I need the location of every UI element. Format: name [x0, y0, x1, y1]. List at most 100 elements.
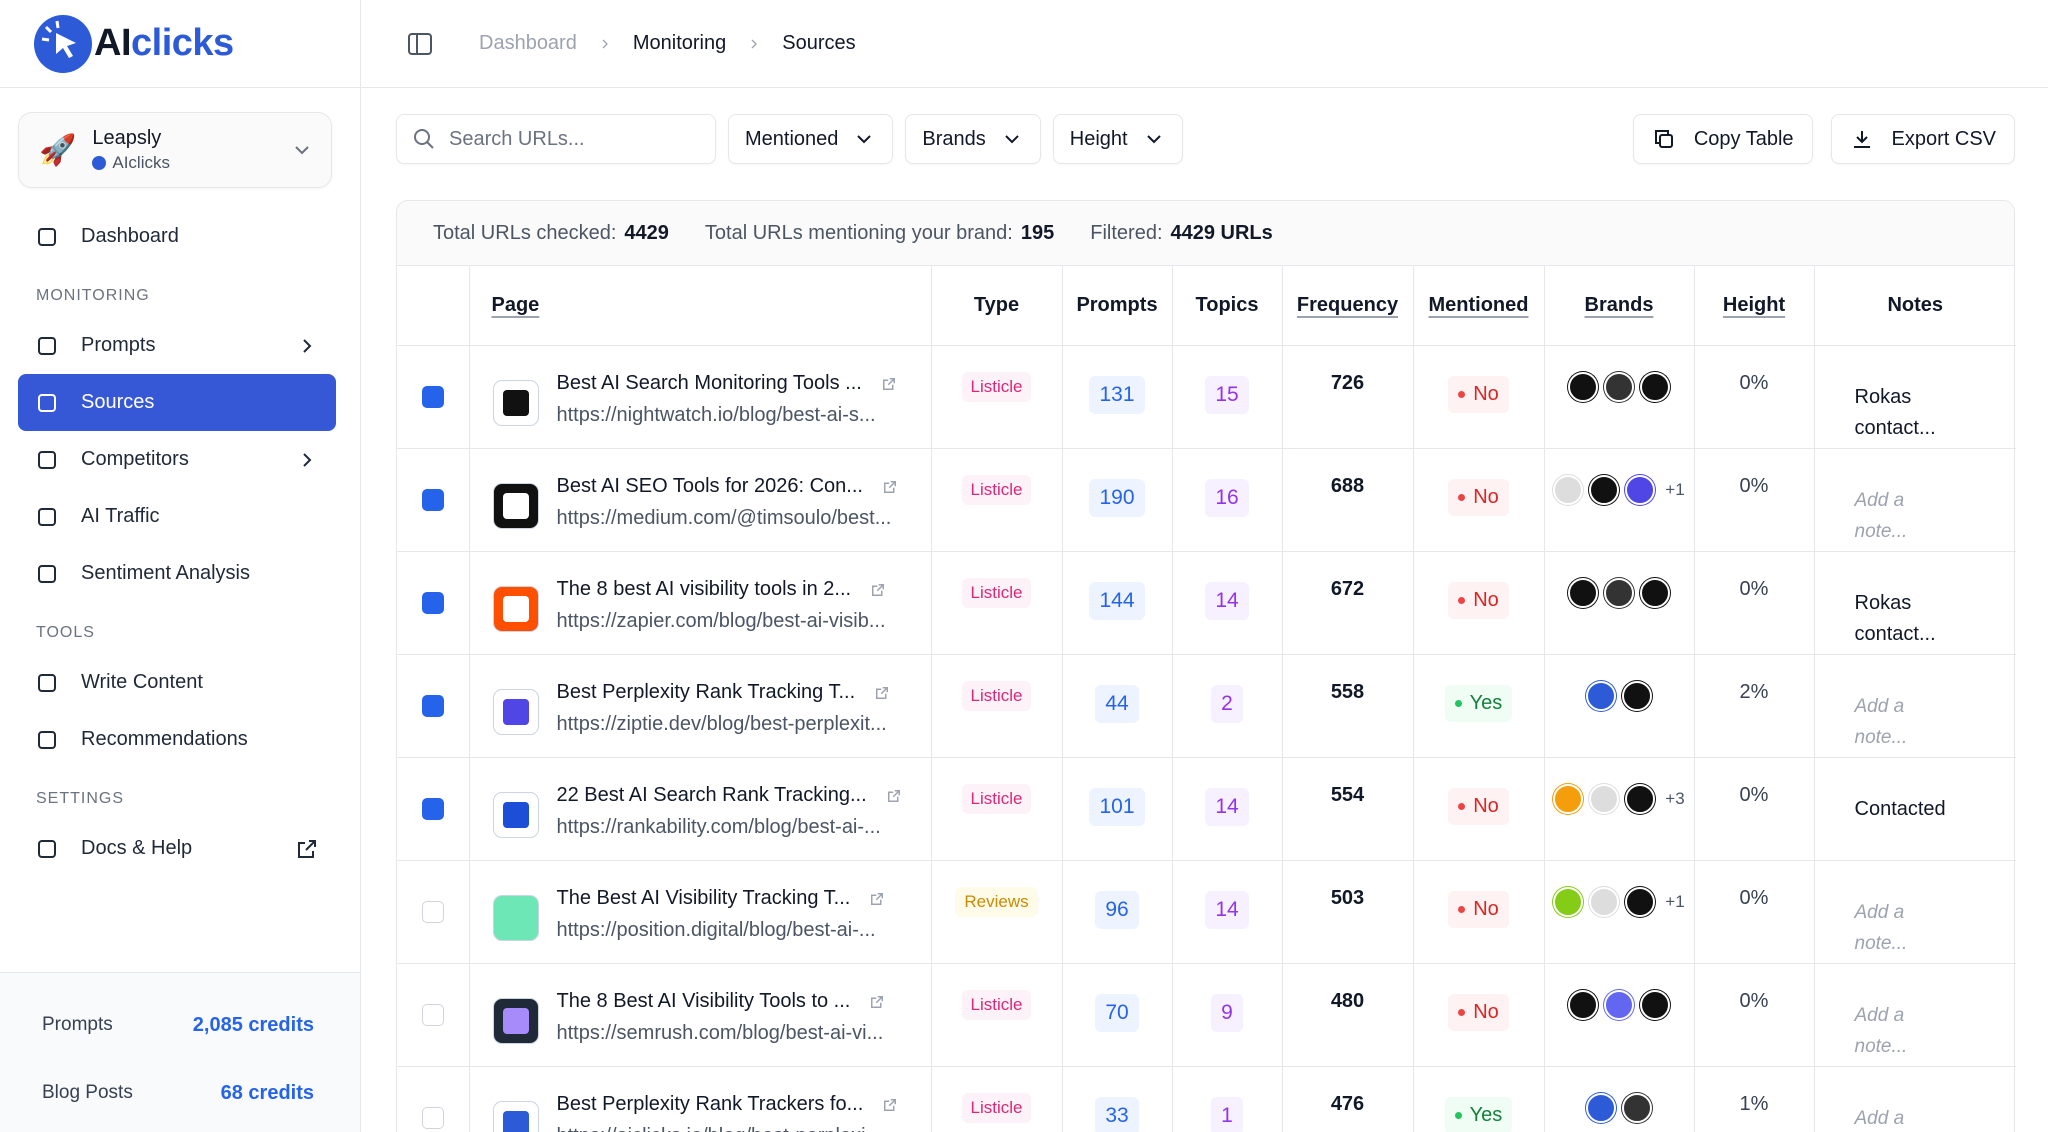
note-text[interactable]: Rokas contact... — [1854, 385, 1936, 439]
topics-pill: 14 — [1205, 890, 1249, 929]
column-header[interactable]: Frequency — [1282, 266, 1414, 346]
nav-icon — [38, 507, 56, 526]
nav-item[interactable]: Sentiment Analysis — [18, 545, 336, 602]
nav-item[interactable]: Recommendations — [18, 711, 336, 768]
filter-button[interactable]: Brands — [905, 114, 1041, 164]
frequency-cell: 480 — [1282, 963, 1414, 1067]
row-checkbox[interactable] — [421, 1003, 444, 1026]
page-url[interactable]: https://aiclicks.io/blog/best-perplexi..… — [557, 1125, 900, 1132]
status-dot — [1458, 802, 1466, 810]
mentioned-label: Yes — [1469, 1103, 1503, 1126]
column-header[interactable]: Height — [1694, 266, 1815, 346]
nav: Dashboard MONITORING Prompts Sources Competi… — [0, 208, 360, 877]
page-url[interactable]: https://position.digital/blog/best-ai-..… — [556, 918, 876, 941]
page-url[interactable]: https://ziptie.dev/blog/best-perplexit..… — [556, 712, 887, 735]
height-cell: 0% — [1694, 345, 1815, 449]
row-checkbox[interactable] — [421, 694, 444, 717]
note-placeholder[interactable]: Add a note... — [1854, 1107, 1905, 1129]
workspace-switcher[interactable]: 🚀 Leapsly AIclicks — [18, 112, 332, 188]
column-header: Topics — [1172, 266, 1283, 346]
page-title[interactable]: 22 Best AI Search Rank Tracking... — [556, 783, 867, 806]
row-checkbox[interactable] — [421, 900, 444, 923]
page-url[interactable]: https://semrush.com/blog/best-ai-vi... — [556, 1021, 884, 1044]
sidebar-toggle[interactable] — [407, 31, 433, 57]
notes-cell: Rokas contact... — [1814, 551, 2016, 655]
page-title[interactable]: The Best AI Visibility Tracking T... — [556, 886, 851, 909]
type-cell: Listicle — [931, 757, 1063, 861]
logo[interactable]: AI clicks — [0, 0, 360, 88]
topics-pill: 15 — [1205, 375, 1249, 414]
note-placeholder[interactable]: Add a note... — [1854, 1004, 1908, 1057]
nav-item[interactable]: Write Content — [18, 654, 336, 711]
page-title[interactable]: Best AI Search Monitoring Tools ... — [556, 371, 862, 394]
summary-value: 4429 — [624, 221, 669, 244]
crumb[interactable]: Sources — [782, 32, 856, 54]
page-url[interactable]: https://medium.com/@timsoulo/best... — [556, 506, 892, 529]
page-title[interactable]: Best Perplexity Rank Tracking T... — [556, 680, 856, 703]
page-cell: Best Perplexity Rank Trackers fo... https… — [469, 1066, 932, 1132]
logo-icon — [34, 14, 92, 73]
favicon — [492, 585, 539, 632]
page-title[interactable]: The 8 best AI visibility tools in 2... — [556, 577, 852, 600]
favicon — [492, 997, 539, 1044]
table-row: The Best AI Visibility Tracking T... http… — [397, 860, 2016, 964]
note-text[interactable]: Rokas contact... — [1854, 591, 1936, 645]
nav-item[interactable]: AI Traffic — [18, 488, 336, 545]
nav-item[interactable]: Docs & Help — [18, 820, 336, 877]
note-placeholder[interactable]: Add a note... — [1854, 901, 1908, 954]
credit-row: Prompts 2,085 credits — [42, 991, 314, 1059]
prompts-cell: 70 — [1062, 963, 1173, 1067]
page-url[interactable]: https://zapier.com/blog/best-ai-visib... — [556, 609, 886, 632]
summary: Total URLs checked: 4429 Total URLs mentio… — [397, 201, 2014, 266]
row-checkbox[interactable] — [421, 1106, 444, 1129]
mentioned-badge: No — [1448, 787, 1509, 825]
action-button[interactable]: Export CSV — [1830, 114, 2015, 164]
search-box[interactable]: Search URLs... — [396, 114, 716, 164]
page-title[interactable]: Best AI SEO Tools for 2026: Con... — [556, 474, 863, 497]
brands-more: +3 — [1665, 788, 1685, 808]
page-cell: The 8 best AI visibility tools in 2... ht… — [469, 551, 932, 655]
page-title[interactable]: The 8 Best AI Visibility Tools to ... — [556, 989, 851, 1012]
row-checkbox[interactable] — [421, 591, 444, 614]
row-checkbox[interactable] — [421, 797, 444, 820]
page-text: The Best AI Visibility Tracking T... http… — [557, 887, 887, 942]
column-header[interactable]: Page — [469, 266, 932, 346]
favicon-glyph — [502, 801, 529, 828]
prompts-pill: 190 — [1089, 478, 1145, 517]
frequency: 726 — [1330, 371, 1365, 394]
note-placeholder[interactable]: Add a note... — [1854, 489, 1908, 542]
nav-icon — [38, 393, 56, 412]
row-checkbox[interactable] — [421, 385, 444, 408]
mentioned-label: No — [1473, 794, 1499, 817]
prompts-pill: 144 — [1089, 581, 1145, 620]
org-icon — [92, 156, 107, 170]
crumb[interactable]: Monitoring — [632, 32, 727, 54]
column-header[interactable]: Brands — [1544, 266, 1695, 346]
nav-item[interactable]: Dashboard — [18, 208, 336, 265]
note-text[interactable]: Contacted — [1854, 797, 1946, 820]
column-header[interactable]: Mentioned — [1413, 266, 1545, 346]
nav-label: Sources — [81, 391, 155, 413]
nav-label: Sentiment Analysis — [81, 562, 250, 584]
page-url[interactable]: https://nightwatch.io/blog/best-ai-s... — [556, 403, 876, 426]
nav-item[interactable]: Prompts — [18, 317, 336, 374]
filter-button[interactable]: Height — [1052, 114, 1183, 164]
row-checkbox[interactable] — [421, 488, 444, 511]
nav-item[interactable]: Sources — [18, 374, 336, 431]
filter-label: Mentioned — [745, 127, 839, 150]
page-text: Best Perplexity Rank Trackers fo... https… — [557, 1093, 900, 1132]
crumb[interactable]: Dashboard — [479, 32, 577, 54]
note-placeholder[interactable]: Add a note... — [1854, 695, 1908, 748]
type-tag: Listicle — [961, 371, 1032, 402]
page-url[interactable]: https://rankability.com/blog/best-ai-... — [556, 815, 881, 838]
page-title[interactable]: Best Perplexity Rank Trackers fo... — [556, 1092, 864, 1115]
action-button[interactable]: Copy Table — [1632, 114, 1813, 164]
height-cell: 0% — [1694, 757, 1815, 861]
status-dot — [1454, 1111, 1462, 1119]
mentioned-label: Yes — [1469, 691, 1503, 714]
frequency: 476 — [1330, 1092, 1365, 1115]
mentioned-cell: No — [1413, 551, 1545, 655]
nav-item[interactable]: Competitors — [18, 431, 336, 488]
filter-button[interactable]: Mentioned — [728, 114, 894, 164]
brands — [1546, 371, 1693, 402]
